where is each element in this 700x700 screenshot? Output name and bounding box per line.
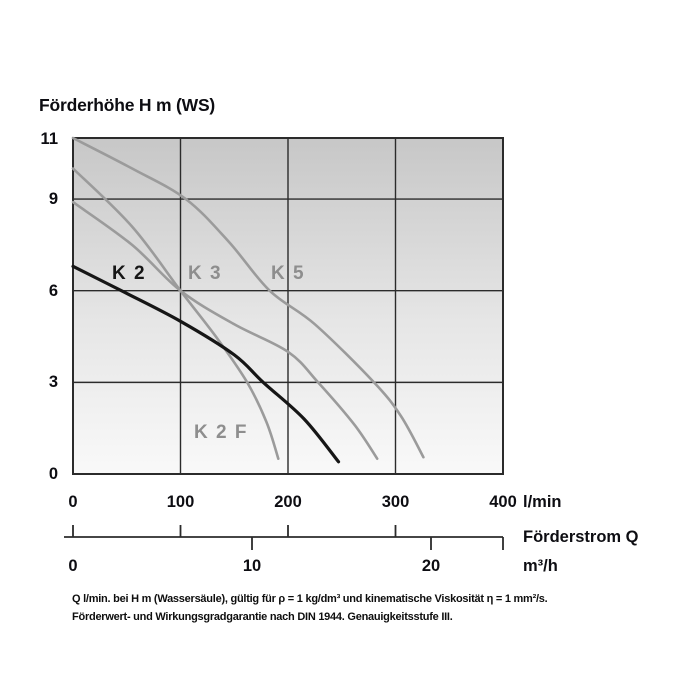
x-axis-ticks: 0 100 200 300 400 l/min: [68, 493, 561, 511]
y-tick-0: 0: [49, 465, 58, 483]
x2-tick-10: 10: [243, 557, 261, 575]
curve-label-k3: K 3: [188, 263, 222, 284]
curve-k3: [71, 200, 379, 460]
y-tick-6: 6: [49, 282, 58, 300]
secondary-axis: [64, 525, 504, 550]
secondary-axis-ticks: 0 10 20 Förderstrom Q m³/h: [68, 528, 638, 575]
x-axis-unit-label: l/min: [523, 493, 562, 511]
x-tick-300: 300: [382, 493, 410, 511]
curve-k5: [71, 136, 425, 459]
curve-label-k2: K 2: [112, 263, 146, 284]
x2-axis-unit-label: m³/h: [523, 557, 558, 575]
plot-border: [72, 137, 504, 475]
curve-k2f: [71, 167, 280, 460]
flow-axis-title: Förderstrom Q: [523, 528, 639, 546]
footnote-line-1: Q l/min. bei H m (Wassersäule), gültig f…: [72, 593, 548, 605]
curve-label-k5: K 5: [271, 263, 305, 284]
x-tick-100: 100: [167, 493, 195, 511]
y-axis-title: Förderhöhe H m (WS): [39, 95, 216, 115]
curve-k2: [71, 264, 341, 464]
y-tick-9: 9: [49, 190, 58, 208]
curves: [71, 136, 425, 464]
x-tick-0: 0: [68, 493, 77, 511]
x-tick-400: 400: [489, 493, 517, 511]
x2-tick-0: 0: [68, 557, 77, 575]
x2-tick-20: 20: [422, 557, 440, 575]
footnote: Q l/min. bei H m (Wassersäule), gültig f…: [72, 591, 632, 626]
footnote-line-2: Förderwert- und Wirkungsgradgarantie nac…: [72, 610, 453, 623]
y-tick-11: 11: [41, 130, 58, 148]
x-tick-200: 200: [274, 493, 302, 511]
y-tick-3: 3: [49, 373, 58, 391]
curve-label-k2f: K 2 F: [194, 422, 248, 443]
y-axis-ticks: 11 9 6 3 0: [41, 130, 58, 483]
